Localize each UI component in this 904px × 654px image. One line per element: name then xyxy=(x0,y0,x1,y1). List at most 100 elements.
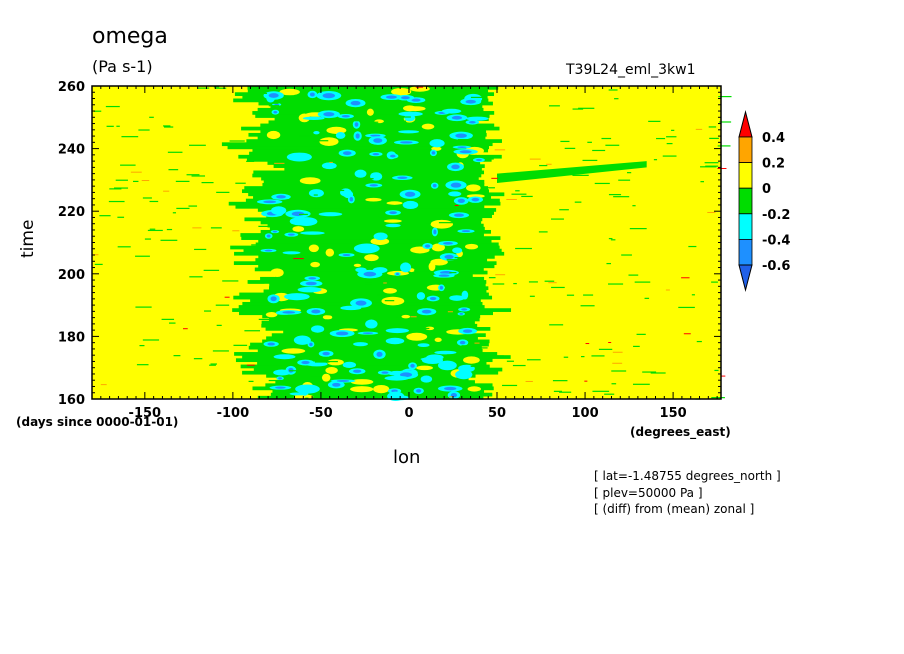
heatmap-blob-blue xyxy=(451,164,460,170)
heatmap-noise-negative xyxy=(212,350,229,352)
heatmap-noise-negative xyxy=(538,231,548,233)
heatmap-band-row xyxy=(260,220,482,225)
heatmap-noise-negative xyxy=(142,339,160,341)
heatmap-noise-negative xyxy=(644,297,650,299)
heatmap-noise-negative xyxy=(149,228,156,230)
heatmap-noise-negative xyxy=(166,228,173,231)
heatmap-blob-blue xyxy=(369,184,379,187)
heatmap-noise-negative xyxy=(457,139,474,141)
heatmap-blob-blue xyxy=(440,271,453,275)
heatmap-noise-negative xyxy=(608,237,613,240)
heatmap-noise-negative xyxy=(307,365,312,368)
heatmap-blob-cyan xyxy=(284,293,310,301)
heatmap-noise-negative xyxy=(299,213,308,216)
heatmap-noise-negative xyxy=(142,197,152,199)
heatmap-band-row xyxy=(255,114,490,118)
heatmap-blob-cyan xyxy=(365,319,378,329)
heatmap-blob-positive xyxy=(365,197,382,202)
heatmap-noise-positive xyxy=(141,180,150,182)
heatmap-blob-blue xyxy=(451,115,463,120)
heatmap-blob-blue xyxy=(397,176,408,179)
heatmap-band-row xyxy=(265,327,491,331)
heatmap-blob-blue xyxy=(263,200,277,204)
colorbar-segment xyxy=(738,213,753,240)
heatmap-noise-negative xyxy=(551,286,565,289)
heatmap-noise-negative xyxy=(176,207,190,210)
heatmap-band-row xyxy=(247,280,487,284)
heatmap-blob-positive xyxy=(391,87,412,96)
heatmap-blob-cyan xyxy=(400,262,412,273)
heatmap-noise-negative xyxy=(583,294,594,296)
heatmap-blob-blue xyxy=(410,363,415,368)
heatmap-noise-negative xyxy=(627,172,632,174)
heatmap-blob-positive xyxy=(310,261,320,268)
heatmap-noise-negative xyxy=(215,87,227,89)
heatmap-noise-negative xyxy=(688,245,697,248)
heatmap-blob-blue xyxy=(278,377,282,380)
heatmap-band-row xyxy=(269,283,486,287)
heatmap-noise-negative xyxy=(425,223,431,225)
heatmap-noise-negative xyxy=(289,370,299,372)
heatmap-blob-blue xyxy=(450,182,462,188)
heatmap-blob-blue xyxy=(468,120,476,124)
heatmap-blob-blue xyxy=(438,274,450,277)
heatmap-noise-negative xyxy=(216,324,222,326)
heatmap-blob-positive xyxy=(421,123,435,130)
heatmap-noise-negative xyxy=(327,240,333,242)
heatmap-band-row xyxy=(221,142,493,147)
heatmap-noise-negative xyxy=(305,101,314,103)
heatmap-noise-negative xyxy=(446,259,459,261)
heatmap-noise-negative xyxy=(598,348,613,350)
heatmap-blob-blue xyxy=(354,122,359,127)
heatmap-blob-blue xyxy=(274,103,279,106)
heatmap-noise-negative xyxy=(353,310,366,312)
heatmap-noise-negative xyxy=(608,89,618,91)
heatmap-noise-negative xyxy=(553,390,563,392)
heatmap-noise-negative xyxy=(604,393,615,395)
heatmap-noise-negative xyxy=(139,344,145,347)
heatmap-blob-cyan xyxy=(385,337,405,345)
heatmap-noise-negative xyxy=(572,108,584,110)
heatmap-blob-cyan xyxy=(342,361,357,368)
heatmap-blob-blue xyxy=(341,115,350,118)
heatmap-noise-negative xyxy=(564,147,576,149)
heatmap-blob-cyan xyxy=(441,108,462,114)
heatmap-blob-blue xyxy=(389,211,397,215)
heatmap-blob-blue xyxy=(267,342,275,346)
heatmap-noise-negative xyxy=(398,153,407,155)
heatmap-noise-negative xyxy=(194,248,207,251)
heatmap-noise-negative xyxy=(502,384,518,387)
heatmap-noise-negative xyxy=(620,164,629,166)
heatmap-noise-negative xyxy=(378,126,395,128)
heatmap-blob-cyan xyxy=(416,292,426,300)
heatmap-noise-negative xyxy=(470,365,482,367)
heatmap-noise-negative xyxy=(366,366,374,369)
heatmap-band-row xyxy=(248,345,482,350)
heatmap-band-row xyxy=(252,386,494,391)
heatmap-noise-negative xyxy=(341,119,355,121)
heatmap-band-row xyxy=(241,126,500,131)
heatmap-noise-negative xyxy=(485,158,494,160)
heatmap-noise-negative xyxy=(461,345,471,347)
heatmap-blob-cyan xyxy=(398,111,423,117)
heatmap-noise-negative xyxy=(144,238,152,240)
colorbar: 0.4 0.2 0 -0.2 -0.4 -0.6 xyxy=(738,110,790,292)
heatmap-noise-negative xyxy=(255,360,271,362)
heatmap-blob-cyan xyxy=(340,305,362,311)
heatmap-noise-negative xyxy=(399,120,407,122)
heatmap-blob-blue xyxy=(432,183,437,188)
heatmap-noise-negative xyxy=(264,252,275,254)
heatmap-noise-negative xyxy=(632,205,636,207)
heatmap-noise-negative xyxy=(621,254,632,256)
heatmap-blob-cyan xyxy=(353,342,368,347)
heatmap-noise-positive xyxy=(183,328,188,330)
heatmap-band-row xyxy=(260,229,492,234)
heatmap-band-row xyxy=(262,339,490,344)
heatmap-blob-positive xyxy=(416,365,433,371)
heatmap-noise-negative xyxy=(294,94,306,97)
heatmap-blob-blue xyxy=(444,254,454,260)
heatmap-band-row xyxy=(267,161,481,165)
heatmap-noise-negative xyxy=(197,87,210,89)
heatmap-noise-negative xyxy=(396,116,411,118)
heatmap-band-row xyxy=(246,157,492,162)
